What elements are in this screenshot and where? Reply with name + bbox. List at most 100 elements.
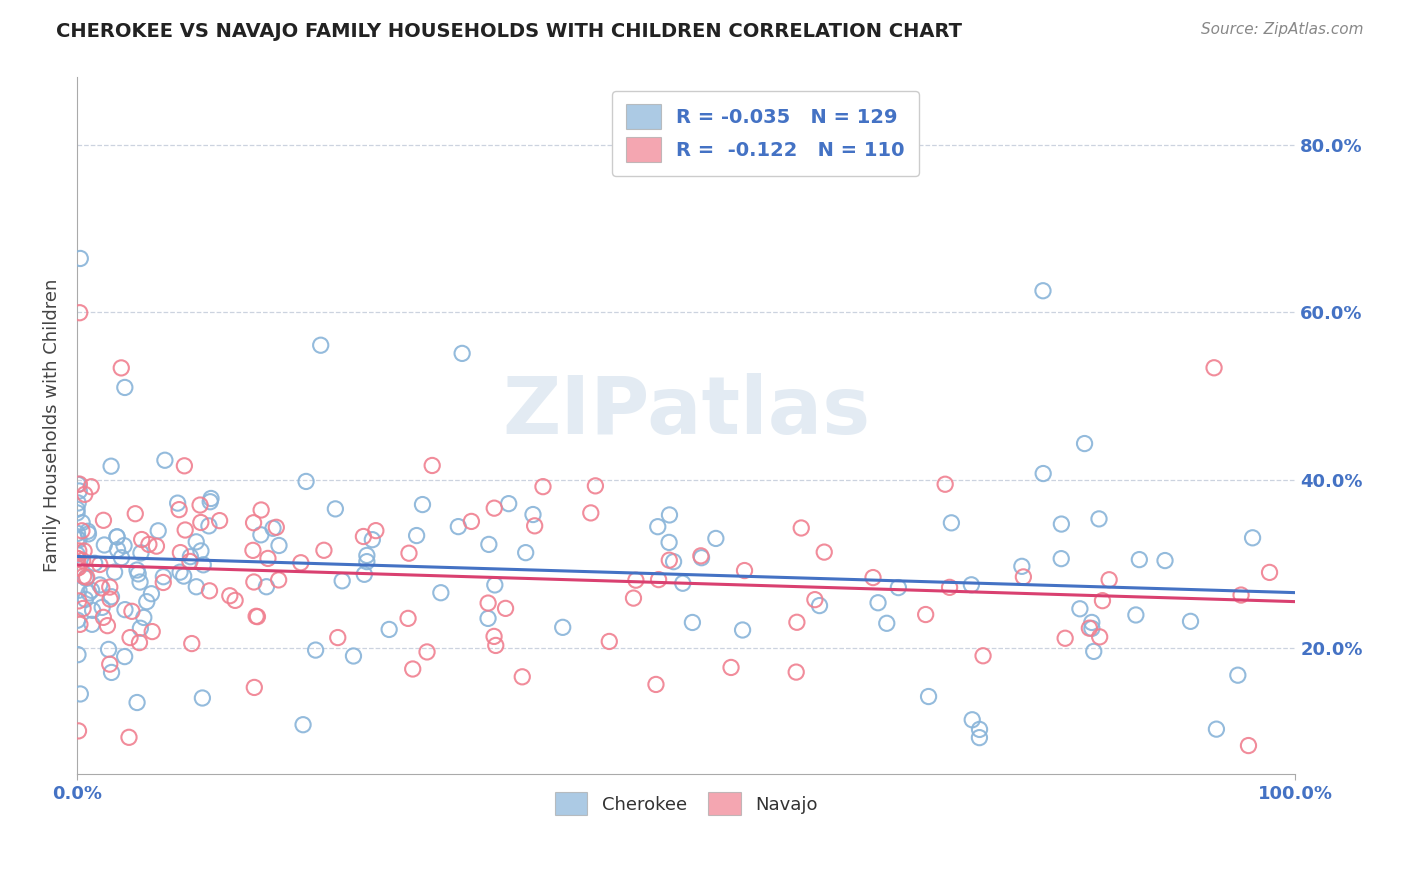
- Point: [93, 513, 115, 527]
- Point: [1230, 588, 1253, 602]
- Point: [100, 459, 122, 474]
- Point: [70, 516, 93, 530]
- Point: [72, 569, 94, 583]
- Point: [402, 662, 425, 676]
- Point: [114, 649, 136, 664]
- Point: [1202, 360, 1225, 375]
- Point: [208, 514, 231, 528]
- Point: [645, 677, 668, 691]
- Point: [67, 477, 90, 491]
- Point: [1241, 531, 1264, 545]
- Point: [69, 306, 91, 320]
- Point: [416, 645, 439, 659]
- Point: [66, 613, 89, 627]
- Point: [127, 566, 149, 581]
- Point: [531, 480, 554, 494]
- Point: [188, 498, 211, 512]
- Point: [198, 583, 221, 598]
- Point: [243, 574, 266, 589]
- Point: [145, 539, 167, 553]
- Point: [267, 539, 290, 553]
- Point: [484, 501, 506, 516]
- Point: [522, 508, 544, 522]
- Text: CHEROKEE VS NAVAJO FAMILY HOUSEHOLDS WITH CHILDREN CORRELATION CHART: CHEROKEE VS NAVAJO FAMILY HOUSEHOLDS WIT…: [56, 22, 962, 41]
- Point: [681, 615, 703, 630]
- Point: [353, 567, 375, 582]
- Point: [1054, 632, 1077, 646]
- Point: [1226, 668, 1249, 682]
- Point: [174, 523, 197, 537]
- Point: [256, 580, 278, 594]
- Point: [498, 497, 520, 511]
- Point: [193, 558, 215, 572]
- Point: [72, 554, 94, 568]
- Point: [200, 494, 222, 508]
- Point: [186, 580, 208, 594]
- Point: [129, 546, 152, 560]
- Point: [1032, 284, 1054, 298]
- Point: [484, 578, 506, 592]
- Point: [292, 717, 315, 731]
- Point: [309, 338, 332, 352]
- Point: [167, 502, 190, 516]
- Point: [198, 519, 221, 533]
- Point: [1050, 551, 1073, 566]
- Point: [66, 477, 89, 491]
- Point: [224, 593, 246, 607]
- Point: [1083, 644, 1105, 658]
- Point: [77, 586, 100, 600]
- Point: [960, 713, 983, 727]
- Point: [179, 549, 201, 564]
- Point: [80, 583, 103, 598]
- Point: [131, 533, 153, 547]
- Point: [304, 643, 326, 657]
- Point: [477, 611, 499, 625]
- Legend: Cherokee, Navajo: Cherokee, Navajo: [546, 783, 827, 824]
- Point: [1180, 615, 1202, 629]
- Point: [1032, 467, 1054, 481]
- Point: [93, 610, 115, 624]
- Point: [118, 631, 141, 645]
- Point: [129, 621, 152, 635]
- Point: [361, 533, 384, 547]
- Point: [250, 528, 273, 542]
- Point: [734, 564, 756, 578]
- Point: [83, 557, 105, 571]
- Point: [398, 546, 420, 560]
- Text: ZIPatlas: ZIPatlas: [502, 373, 870, 450]
- Point: [135, 595, 157, 609]
- Point: [460, 515, 482, 529]
- Point: [623, 591, 645, 606]
- Point: [245, 609, 267, 624]
- Point: [510, 670, 533, 684]
- Point: [66, 506, 89, 520]
- Point: [66, 547, 89, 561]
- Point: [662, 555, 685, 569]
- Point: [91, 600, 114, 615]
- Point: [110, 360, 132, 375]
- Point: [69, 252, 91, 266]
- Point: [430, 585, 453, 599]
- Point: [77, 527, 100, 541]
- Point: [262, 521, 284, 535]
- Point: [887, 581, 910, 595]
- Point: [98, 580, 121, 594]
- Point: [90, 581, 112, 595]
- Point: [169, 565, 191, 579]
- Point: [69, 687, 91, 701]
- Point: [75, 592, 97, 607]
- Point: [125, 696, 148, 710]
- Point: [107, 542, 129, 557]
- Point: [67, 583, 90, 598]
- Point: [420, 458, 443, 473]
- Point: [624, 573, 647, 587]
- Point: [658, 535, 681, 549]
- Point: [257, 551, 280, 566]
- Point: [153, 453, 176, 467]
- Point: [482, 629, 505, 643]
- Point: [1098, 573, 1121, 587]
- Point: [477, 596, 499, 610]
- Point: [1128, 552, 1150, 566]
- Point: [250, 503, 273, 517]
- Point: [672, 576, 695, 591]
